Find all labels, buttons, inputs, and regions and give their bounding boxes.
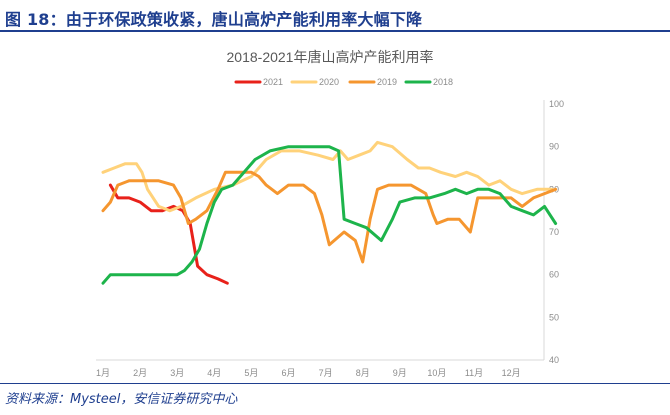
series-line-2018 [101, 145, 558, 285]
x-tick-label: 11月 [465, 368, 483, 378]
x-tick-label: 2月 [133, 368, 147, 378]
x-tick-label: 12月 [502, 368, 521, 378]
legend-label-2020: 2020 [319, 77, 339, 87]
series-line-2019 [101, 170, 558, 264]
figure-title: 图 18：由于环保政策收紧，唐山高炉产能利用率大幅下降 [5, 10, 423, 29]
x-tick-label: 4月 [207, 368, 221, 378]
x-tick-label: 9月 [393, 368, 407, 378]
legend-label-2021: 2021 [263, 77, 283, 87]
y-tick-label: 90 [549, 142, 559, 152]
y-tick-label: 60 [549, 270, 559, 280]
x-tick-label: 10月 [427, 368, 446, 378]
x-tick-label: 6月 [281, 368, 295, 378]
y-tick-label: 70 [549, 227, 559, 237]
chart-plot-area [101, 140, 558, 285]
x-tick-label: 5月 [244, 368, 258, 378]
x-tick-label: 8月 [356, 368, 370, 378]
header-rule [0, 30, 670, 32]
chart-title: 2018-2021年唐山高炉产能利用率 [227, 49, 434, 65]
x-tick-label: 1月 [96, 368, 110, 378]
y-tick-label: 50 [549, 312, 559, 322]
legend-label-2019: 2019 [377, 77, 397, 87]
figure-header: 图 18：由于环保政策收紧，唐山高炉产能利用率大幅下降 [0, 0, 670, 32]
legend-label-2018: 2018 [433, 77, 453, 87]
chart-legend: 2021 2020 2019 2018 [234, 77, 453, 87]
y-tick-label: 100 [549, 99, 564, 109]
figure-source: 资料来源：Mysteel，安信证券研究中心 [5, 392, 238, 407]
line-chart: 2018-2021年唐山高炉产能利用率 2021 2020 2019 2018 40 5… [96, 49, 564, 378]
x-tick-label: 7月 [319, 368, 333, 378]
footer-rule [0, 383, 670, 384]
x-tick-label: 3月 [170, 368, 184, 378]
y-tick-label: 40 [549, 355, 559, 365]
series-line-2020 [101, 140, 554, 213]
series-line-2021 [108, 183, 229, 285]
